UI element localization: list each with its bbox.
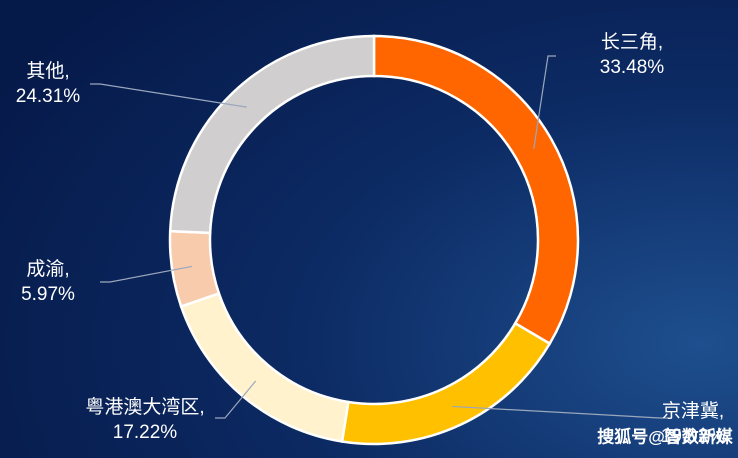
leader-line: [533, 55, 556, 149]
slice: [168, 34, 376, 235]
slice-label: 长三角,: [601, 31, 663, 53]
value-label: 19.02%: [661, 426, 726, 447]
slice-label: 京津冀,: [662, 400, 724, 422]
slice-label: 粤港澳大湾区,: [85, 396, 204, 418]
leader-line: [90, 83, 247, 108]
value-label: 17.22%: [113, 422, 178, 443]
slice-label: 其他,: [26, 60, 69, 82]
slice-label: 成渝,: [26, 258, 69, 280]
leader-line: [452, 405, 668, 419]
value-label: 5.97%: [21, 284, 75, 305]
value-label: 33.48%: [600, 57, 665, 78]
value-label: 24.31%: [16, 86, 81, 107]
watermark: 搜狐号@智数新媒: [597, 426, 734, 446]
leader-line: [100, 265, 193, 283]
leader-line: [215, 380, 257, 419]
